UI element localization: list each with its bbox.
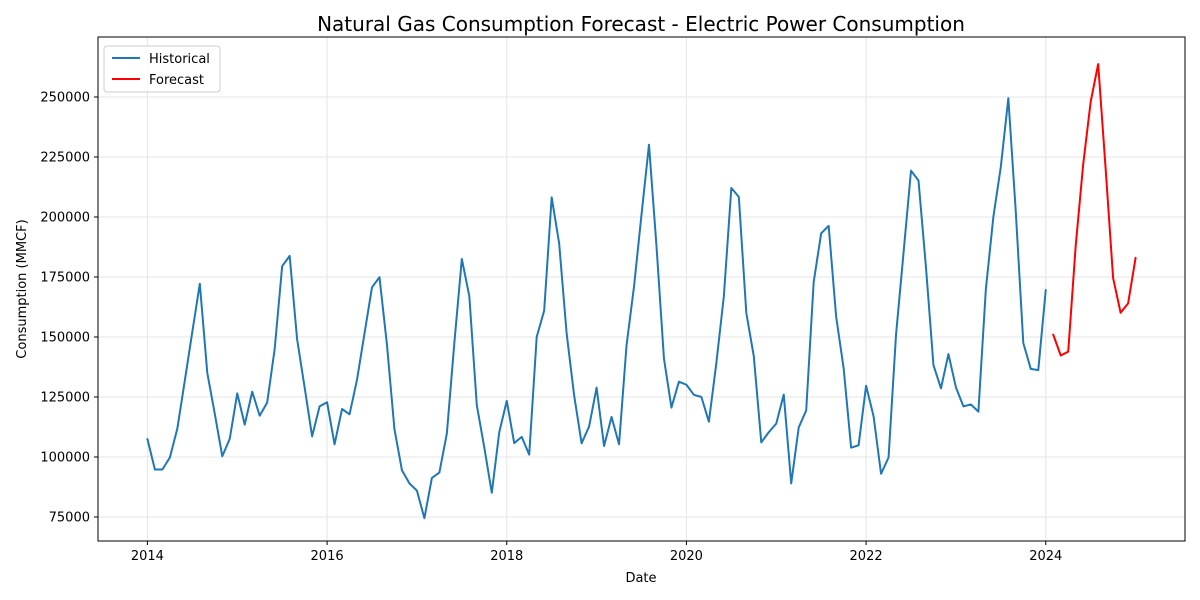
y-tick-label: 175000 xyxy=(40,271,90,286)
y-axis-label: Consumption (MMCF) xyxy=(15,219,30,358)
plot-area-frame xyxy=(97,36,1186,542)
x-axis-label: Date xyxy=(625,571,656,586)
legend-label-historical: Historical xyxy=(149,52,210,67)
chart-title: Natural Gas Consumption Forecast - Elect… xyxy=(317,12,965,36)
y-tick-label: 225000 xyxy=(40,151,90,166)
legend: Historical Forecast xyxy=(103,45,221,93)
x-tick-label: 2020 xyxy=(670,549,703,564)
y-tick-label: 100000 xyxy=(40,451,90,466)
grid xyxy=(98,37,1185,541)
y-tick-label: 200000 xyxy=(40,211,90,226)
y-tick-label: 125000 xyxy=(40,391,90,406)
x-tick-label: 2014 xyxy=(131,549,164,564)
series-line-historical xyxy=(146,97,1047,520)
series-line-forecast xyxy=(1052,63,1137,357)
y-tick-label: 75000 xyxy=(49,511,90,526)
x-tick-label: 2018 xyxy=(490,549,523,564)
y-tick-label: 150000 xyxy=(40,331,90,346)
x-tick-label: 2022 xyxy=(850,549,883,564)
legend-label-forecast: Forecast xyxy=(149,73,204,88)
x-tick-label: 2024 xyxy=(1029,549,1062,564)
series-lines xyxy=(146,63,1137,520)
x-tick-label: 2016 xyxy=(311,549,344,564)
y-tick-label: 250000 xyxy=(40,91,90,106)
axis-ticks: 2014 2016 2018 2020 2022 2024 75000 100000 12500… xyxy=(40,91,1062,565)
